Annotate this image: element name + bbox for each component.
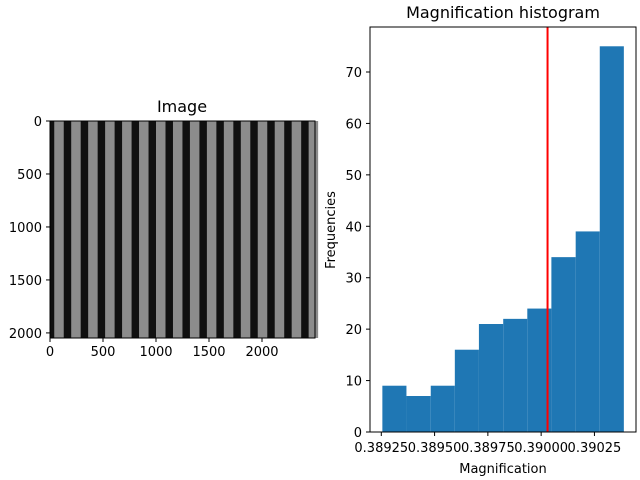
histogram-bar bbox=[454, 349, 479, 432]
image-y-ticks: 0 500 1000 1500 2000 bbox=[9, 115, 50, 342]
image-x-ticks: 0 500 1000 1500 2000 bbox=[46, 338, 279, 360]
image-stripe bbox=[54, 121, 64, 338]
image-stripe bbox=[257, 121, 268, 338]
histogram-bar bbox=[430, 385, 455, 432]
histogram-bar bbox=[503, 318, 528, 432]
histogram-y-ticks: 0 10 20 30 40 50 60 70 bbox=[345, 66, 370, 441]
histogram-frame bbox=[369, 26, 637, 433]
histogram-plot: Magnification histogram 0.38925 0.38950 0.… bbox=[324, 3, 637, 477]
histogram-y-tick-label: 50 bbox=[345, 169, 362, 184]
image-y-tick-label: 2000 bbox=[9, 327, 42, 342]
image-x-tick-label: 1000 bbox=[139, 345, 172, 360]
histogram-bar bbox=[478, 324, 504, 432]
image-title: Image bbox=[157, 97, 207, 116]
histogram-x-ticks: 0.38925 0.38950 0.38975 0.39000 0.39025 bbox=[354, 432, 621, 456]
image-stripe bbox=[122, 121, 132, 338]
histogram-x-tick-label: 0.38975 bbox=[461, 441, 515, 456]
image-x-tick-label: 1500 bbox=[192, 345, 225, 360]
histogram-bar bbox=[551, 257, 576, 432]
histogram-bar bbox=[575, 231, 600, 432]
image-y-tick-label: 1000 bbox=[9, 221, 42, 236]
histogram-y-tick-label: 60 bbox=[345, 117, 362, 132]
image-stripe bbox=[172, 121, 183, 338]
histogram-x-tick-label: 0.38950 bbox=[408, 441, 462, 456]
histogram-bar bbox=[599, 46, 624, 433]
image-frame bbox=[49, 120, 316, 339]
histogram-xlabel: Magnification bbox=[459, 462, 547, 477]
image-x-tick-label: 2000 bbox=[245, 345, 278, 360]
image-stripe bbox=[189, 121, 200, 338]
image-stripe bbox=[291, 121, 302, 338]
histogram-y-tick-label: 70 bbox=[345, 66, 362, 81]
histogram-ylabel: Frequencies bbox=[324, 191, 339, 269]
image-stripe bbox=[308, 121, 319, 338]
image-stripe bbox=[71, 121, 81, 338]
histogram-x-tick-label: 0.39000 bbox=[514, 441, 568, 456]
image-x-tick-label: 500 bbox=[91, 345, 116, 360]
image-stripes bbox=[54, 121, 319, 338]
histogram-bars bbox=[382, 46, 624, 433]
image-stripe bbox=[223, 121, 234, 338]
image-stripe bbox=[206, 121, 217, 338]
histogram-y-tick-label: 20 bbox=[345, 323, 362, 338]
image-stripe bbox=[156, 121, 166, 338]
histogram-y-tick-label: 40 bbox=[345, 220, 362, 235]
image-y-tick-label: 1500 bbox=[9, 274, 42, 289]
histogram-bar bbox=[382, 385, 407, 432]
image-stripe bbox=[240, 121, 251, 338]
histogram-y-tick-label: 30 bbox=[345, 272, 362, 287]
image-x-tick-label: 0 bbox=[46, 345, 54, 360]
image-stripe bbox=[105, 121, 115, 338]
histogram-x-tick-label: 0.38925 bbox=[354, 441, 408, 456]
histogram-bar bbox=[406, 396, 431, 432]
image-stripe bbox=[88, 121, 98, 338]
image-y-tick-label: 0 bbox=[34, 115, 42, 130]
histogram-title: Magnification histogram bbox=[406, 3, 600, 22]
image-y-tick-label: 500 bbox=[17, 168, 42, 183]
image-stripe bbox=[139, 121, 149, 338]
image-stripe bbox=[274, 121, 285, 338]
histogram-y-tick-label: 0 bbox=[354, 426, 362, 441]
image-plot: Image 0 500 1000 1500 2000 0 500 1000 1500 2000 bbox=[9, 97, 319, 360]
histogram-y-tick-label: 10 bbox=[345, 375, 362, 390]
histogram-x-tick-label: 0.39025 bbox=[568, 441, 622, 456]
